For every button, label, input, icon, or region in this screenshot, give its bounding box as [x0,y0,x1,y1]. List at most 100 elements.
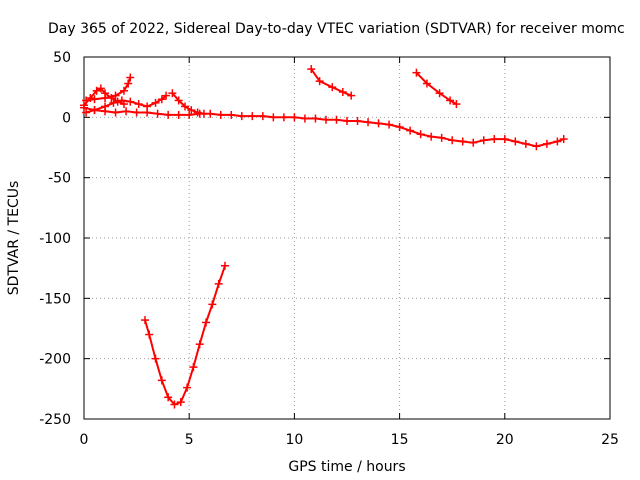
data-point [435,89,444,98]
plot-frame [83,56,611,420]
data-point [157,95,166,104]
data-point [134,100,143,109]
data-point [214,279,223,288]
data-point [500,135,509,144]
data-point [168,89,177,98]
y-tick-label: 50 [53,50,71,66]
data-point [427,132,436,141]
data-point [202,318,211,327]
data-point [406,126,415,135]
y-tick-label: -50 [48,171,71,187]
data-point [395,122,404,131]
chart-title: Day 365 of 2022, Sidereal Day-to-day VTE… [48,21,625,37]
data-point [458,137,467,146]
data-point [141,316,150,325]
data-point [157,376,166,385]
series-arc-e [307,65,356,100]
data-point [559,135,568,144]
data-point [542,139,551,148]
data-point [101,102,110,111]
data-point [174,96,183,105]
data-point [164,393,173,402]
data-point [237,112,246,121]
data-point [189,363,198,372]
data-point [469,138,478,147]
data-point [111,91,120,100]
data-point [174,110,183,119]
data-point [176,398,185,407]
data-point [343,116,351,125]
data-point [180,102,189,111]
data-point [412,68,421,77]
data-point [101,94,110,103]
y-tick-labels: -250 -200 -150 -100 -50 0 50 [39,50,71,428]
data-point [126,73,135,82]
series-arc-c [82,91,171,117]
data-point [328,83,337,92]
data-point [521,139,530,148]
data-point [80,101,88,110]
data-point [153,109,162,118]
y-axis-label: SDTVAR / TECUs [6,181,22,296]
data-point [511,137,520,146]
data-point [364,118,373,127]
data-point [307,65,316,74]
data-point [216,110,225,119]
data-point [269,113,278,122]
x-tick-label: 10 [285,432,303,448]
data-point [143,102,152,111]
data-point [187,106,196,115]
y-tick-label: -250 [39,412,71,428]
data-point [122,107,131,116]
x-tick-label: 20 [496,432,514,448]
data-point [208,300,217,309]
data-point [82,108,91,117]
x-tick-label: 0 [80,432,89,448]
data-point [315,77,324,86]
data-point [446,96,455,105]
data-point [117,96,126,105]
data-point [126,97,135,106]
data-point [300,114,309,123]
data-point [479,136,488,145]
data-point [416,130,425,139]
data-point [90,106,99,115]
data-point [353,116,362,125]
x-tick-label: 15 [391,432,409,448]
series-arc-b [82,73,135,105]
data-point [111,108,120,117]
data-point [170,400,179,409]
data-point [96,84,105,93]
x-tick-label: 5 [185,432,194,448]
data-point [385,120,394,129]
data-point [145,330,154,339]
data-point [151,354,160,363]
data-point [437,133,446,142]
y-tick-label: -200 [39,352,71,368]
series-arc-d [168,89,208,118]
data-point [132,108,141,117]
data-point [164,110,173,119]
data-point [151,98,160,107]
data-point [490,135,499,144]
data-point [109,98,118,107]
data-point [90,95,99,104]
data-point [119,86,128,95]
data-point [248,112,257,121]
x-tick-label: 25 [601,432,619,448]
series-arc-a [80,84,128,110]
data-point [374,119,383,128]
data-point [321,115,330,124]
data-point [199,109,208,118]
series-main [80,103,568,151]
y-tick-label: -100 [39,231,71,247]
data-point [220,261,229,270]
grid [83,56,611,420]
data-point [338,87,347,96]
data-point [347,91,356,100]
data-point [92,86,101,95]
data-point [227,110,236,119]
series-dip [141,261,229,409]
data-point [183,383,192,392]
y-tick-label: 0 [62,110,71,126]
